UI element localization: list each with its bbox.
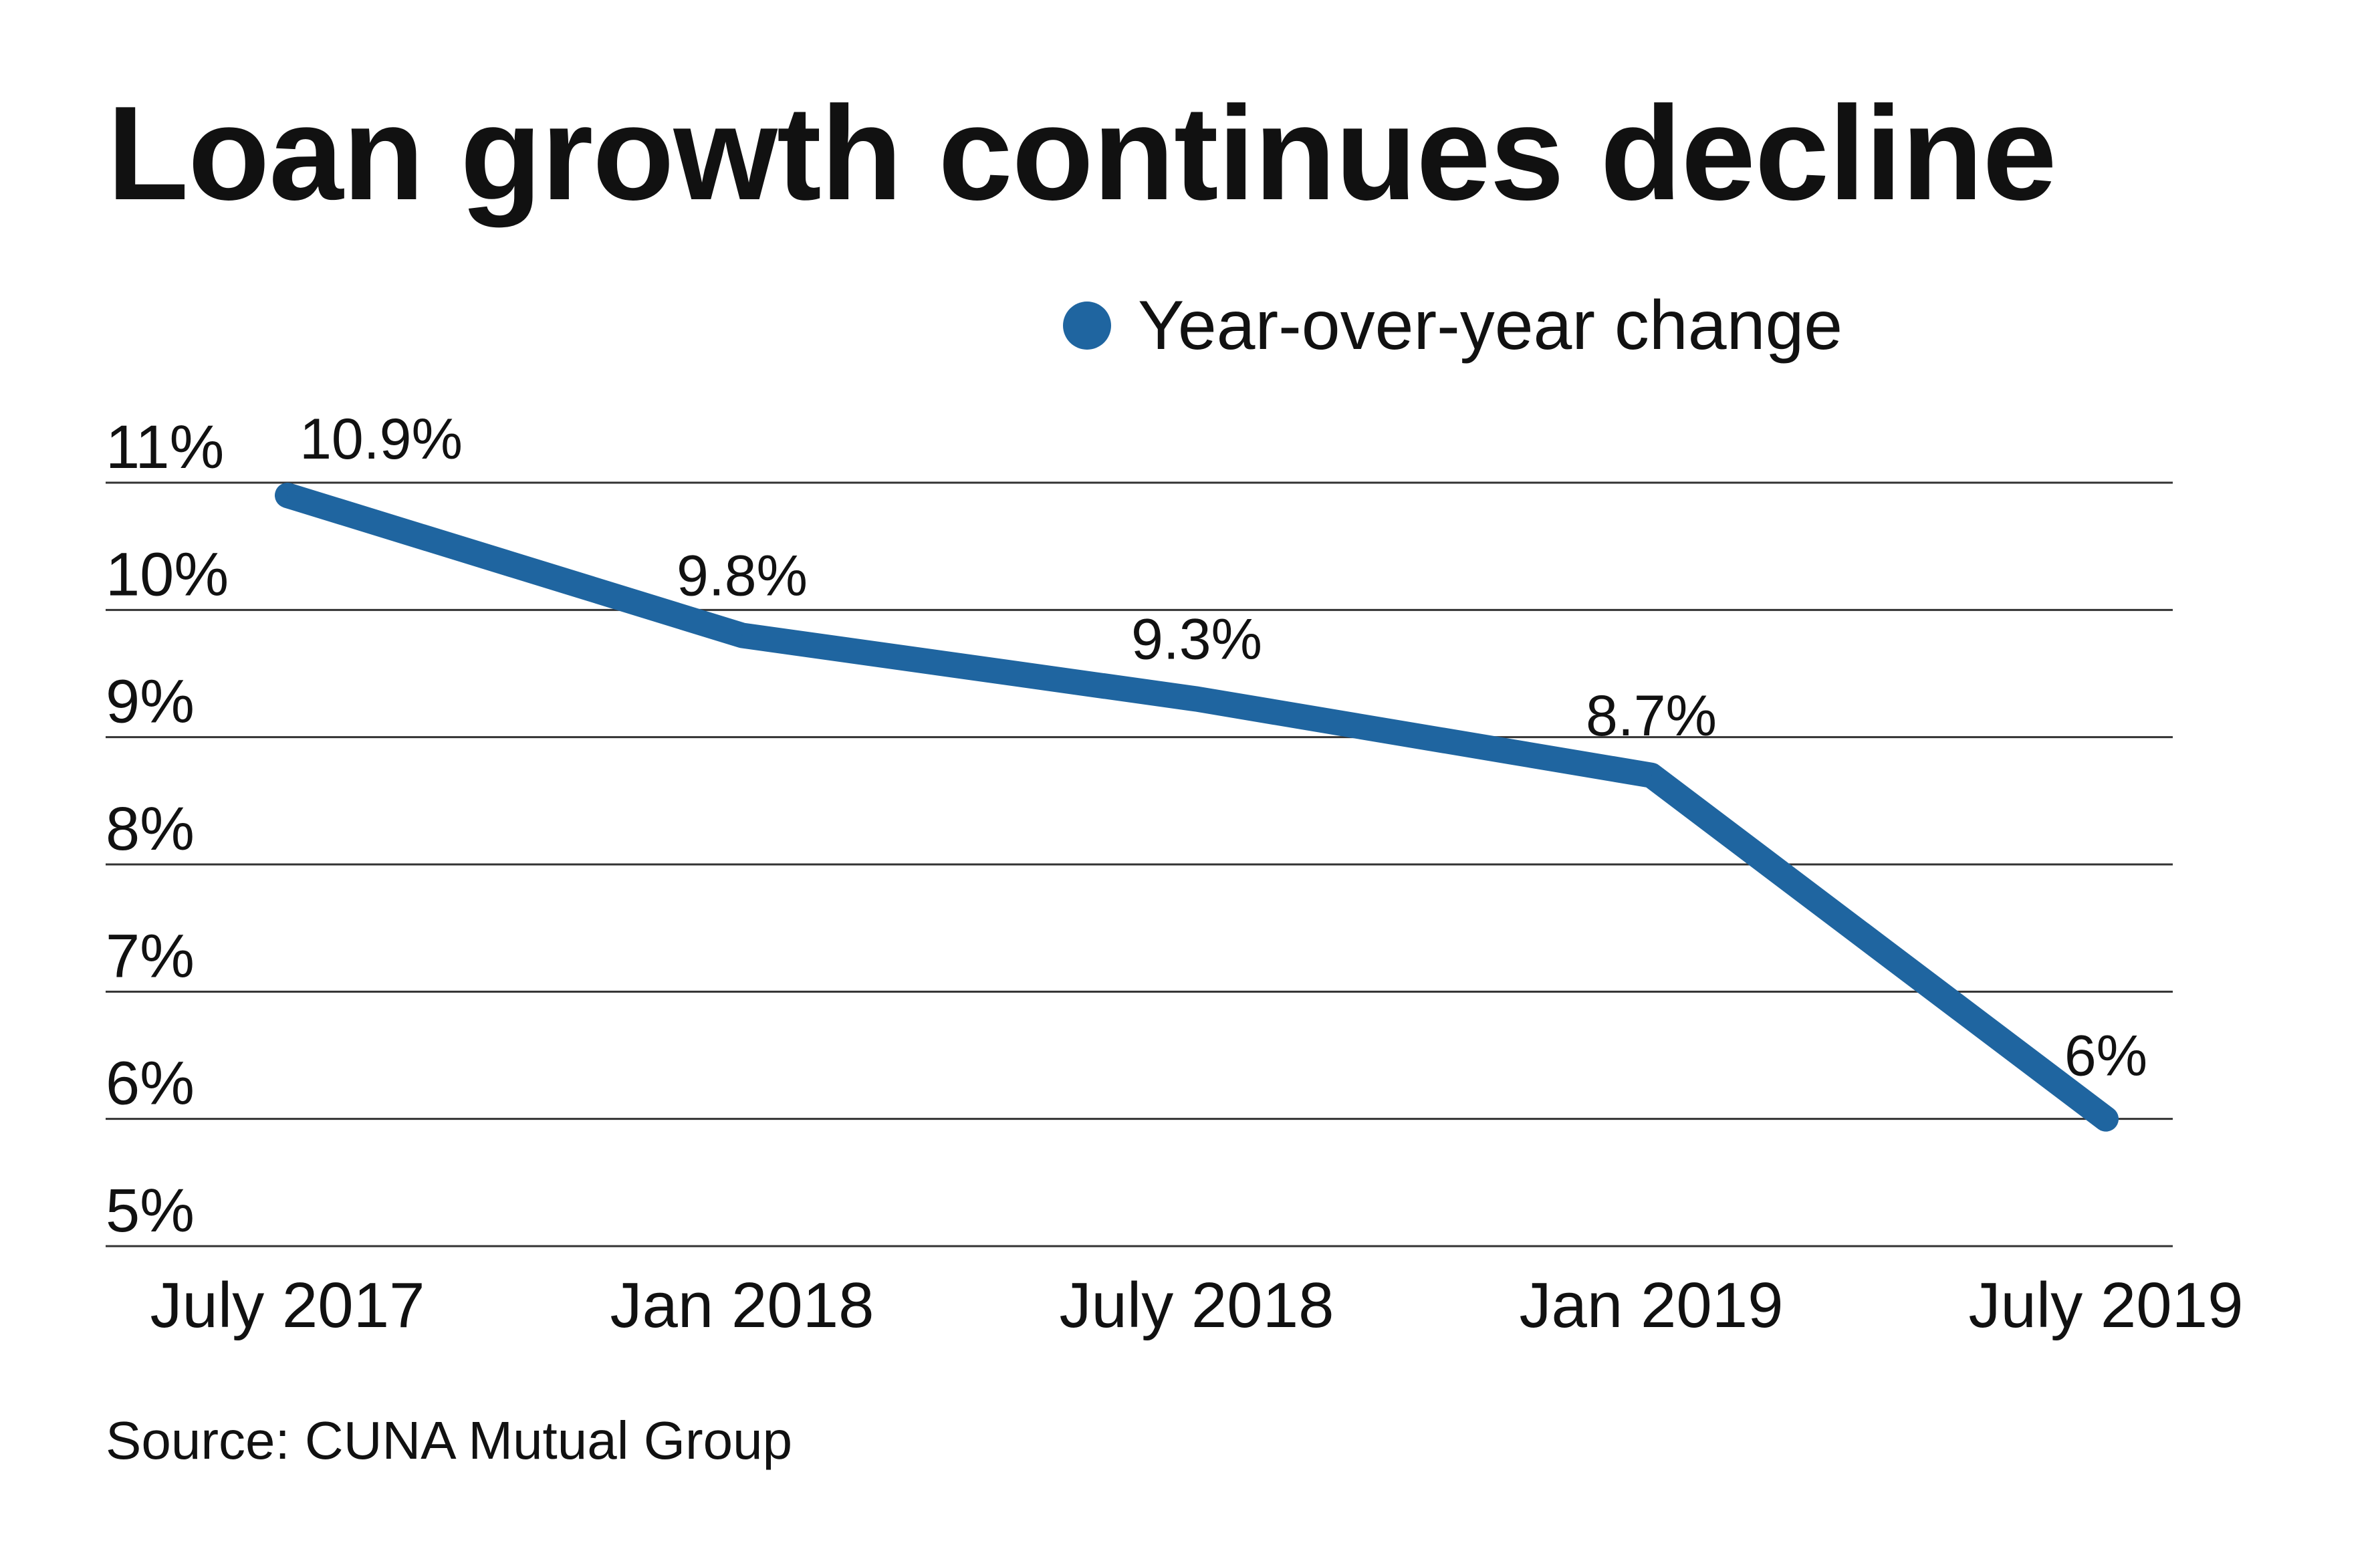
x-tick-label: July 2019 xyxy=(1969,1270,2244,1341)
x-tick-label: Jan 2018 xyxy=(610,1270,874,1341)
data-label: 6% xyxy=(2064,1024,2147,1088)
y-tick-label: 8% xyxy=(106,795,195,863)
legend-marker xyxy=(1063,302,1111,350)
chart-title: Loan growth continues decline xyxy=(107,79,2057,228)
y-tick-label: 5% xyxy=(106,1177,195,1245)
source-note: Source: CUNA Mutual Group xyxy=(106,1411,793,1470)
y-tick-label: 6% xyxy=(106,1050,195,1118)
data-label: 9.3% xyxy=(1131,608,1262,672)
data-point xyxy=(287,495,288,497)
y-tick-label: 9% xyxy=(106,668,195,736)
data-point xyxy=(2105,1118,2107,1120)
data-label: 8.7% xyxy=(1586,684,1717,748)
series-line xyxy=(275,483,2119,1132)
y-tick-label: 11% xyxy=(106,413,224,481)
x-tick-label: Jan 2019 xyxy=(1519,1270,1783,1341)
y-tick-label: 7% xyxy=(106,922,195,990)
data-point xyxy=(741,634,743,636)
legend: Year-over-year change xyxy=(1063,291,1842,360)
x-tick-label: July 2018 xyxy=(1060,1270,1334,1341)
y-tick-label: 10% xyxy=(106,540,229,608)
data-point xyxy=(1196,698,1197,700)
data-label: 10.9% xyxy=(300,407,463,471)
data-label: 9.8% xyxy=(677,544,808,608)
legend-label: Year-over-year change xyxy=(1138,287,1843,364)
x-tick-label: July 2017 xyxy=(150,1270,425,1341)
data-point xyxy=(1651,774,1652,776)
